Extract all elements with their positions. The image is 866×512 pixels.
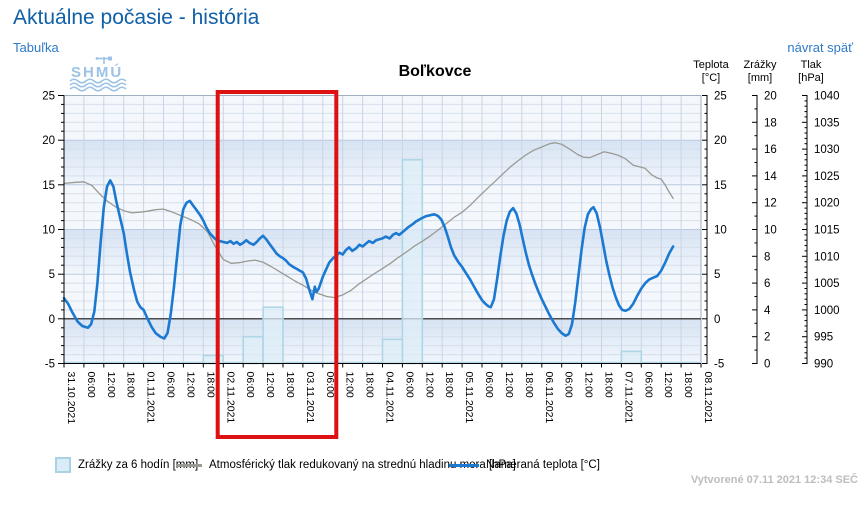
svg-text:1005: 1005: [814, 278, 840, 290]
svg-text:15: 15: [714, 180, 727, 192]
svg-text:25: 25: [714, 91, 727, 103]
svg-text:14: 14: [764, 171, 777, 183]
axis-label: Tlak: [800, 59, 822, 71]
svg-text:06:00: 06:00: [324, 372, 336, 398]
svg-text:06:00: 06:00: [642, 372, 654, 398]
svg-text:06:00: 06:00: [403, 372, 415, 398]
svg-text:0: 0: [49, 314, 55, 326]
svg-text:5: 5: [714, 269, 720, 281]
svg-text:15: 15: [42, 180, 55, 192]
svg-text:06:00: 06:00: [483, 372, 495, 398]
svg-text:10: 10: [714, 225, 727, 237]
svg-text:10: 10: [42, 225, 55, 237]
svg-text:03.11.2021: 03.11.2021: [304, 372, 316, 424]
back-link[interactable]: návrat späť: [787, 40, 853, 55]
svg-text:31.10.2021: 31.10.2021: [65, 372, 77, 425]
svg-text:18:00: 18:00: [204, 372, 216, 398]
svg-text:04.11.2021: 04.11.2021: [384, 372, 396, 424]
svg-text:20: 20: [42, 135, 55, 147]
precipitation-swatch: [55, 457, 71, 473]
svg-text:2: 2: [764, 332, 770, 344]
legend-label: Atmosférický tlak redukovaný na strednú …: [209, 459, 516, 471]
axis-unit: [hPa]: [798, 71, 824, 84]
weather-vane-icon: [95, 56, 112, 64]
svg-text:12: 12: [764, 198, 777, 210]
svg-text:18:00: 18:00: [443, 372, 455, 398]
legend-item-precipitation: Zrážky za 6 hodín [mm]: [55, 457, 198, 473]
axis-label: Zrážky: [743, 59, 777, 71]
svg-text:1030: 1030: [814, 144, 840, 156]
table-link[interactable]: Tabuľka: [13, 40, 59, 55]
svg-text:20: 20: [714, 135, 727, 147]
svg-text:06:00: 06:00: [563, 372, 575, 398]
svg-text:12:00: 12:00: [583, 372, 595, 398]
svg-text:0: 0: [714, 314, 720, 326]
svg-text:12:00: 12:00: [662, 372, 674, 398]
svg-text:12:00: 12:00: [503, 372, 515, 398]
legend-item-pressure: Atmosférický tlak redukovaný na strednú …: [176, 457, 516, 473]
svg-text:06:00: 06:00: [244, 372, 256, 398]
svg-text:08.11.2021: 08.11.2021: [702, 372, 714, 424]
page-title: Aktuálne počasie - história: [13, 6, 260, 29]
axis-header-tlak: Tlak [hPa]: [783, 59, 839, 84]
legend-item-temperature: Nameraná teplota [°C]: [449, 457, 600, 473]
svg-text:0: 0: [764, 359, 770, 371]
svg-text:10: 10: [764, 225, 777, 237]
svg-text:990: 990: [814, 359, 833, 371]
svg-text:18:00: 18:00: [523, 372, 535, 398]
svg-text:07.11.2021: 07.11.2021: [622, 372, 634, 424]
svg-text:12:00: 12:00: [105, 372, 117, 398]
svg-text:12:00: 12:00: [423, 372, 435, 398]
station-title: Boľkovce: [398, 63, 472, 80]
svg-text:6: 6: [764, 278, 770, 290]
svg-text:5: 5: [49, 269, 55, 281]
svg-text:25: 25: [42, 91, 55, 103]
svg-text:01.11.2021: 01.11.2021: [145, 372, 157, 424]
svg-text:18:00: 18:00: [284, 372, 296, 398]
svg-text:1015: 1015: [814, 225, 840, 237]
legend-label: Zrážky za 6 hodín [mm]: [78, 459, 199, 471]
pressure-swatch: [176, 463, 202, 467]
logo-text: SHMÚ: [71, 63, 123, 81]
svg-text:1035: 1035: [814, 117, 840, 129]
svg-text:18:00: 18:00: [125, 372, 137, 398]
svg-text:18:00: 18:00: [364, 372, 376, 398]
svg-text:12:00: 12:00: [184, 372, 196, 398]
svg-text:995: 995: [814, 332, 833, 344]
shmu-logo: SHMÚ: [64, 56, 146, 97]
axis-header-teplota: Teplota [°C]: [683, 59, 739, 84]
svg-text:16: 16: [764, 144, 777, 156]
svg-text:1000: 1000: [814, 305, 840, 317]
svg-text:1020: 1020: [814, 198, 840, 210]
svg-text:4: 4: [764, 305, 771, 317]
svg-text:-5: -5: [714, 359, 724, 371]
svg-text:06:00: 06:00: [85, 372, 97, 398]
svg-text:12:00: 12:00: [344, 372, 356, 398]
svg-text:12:00: 12:00: [264, 372, 276, 398]
svg-text:02.11.2021: 02.11.2021: [224, 372, 236, 424]
waves-icon: [69, 78, 127, 92]
svg-text:-5: -5: [45, 359, 55, 371]
svg-text:06:00: 06:00: [165, 372, 177, 398]
svg-text:1025: 1025: [814, 171, 840, 183]
svg-text:18:00: 18:00: [603, 372, 615, 398]
svg-text:18: 18: [764, 117, 777, 129]
svg-text:1040: 1040: [814, 91, 840, 103]
axis-label: Teplota: [693, 59, 729, 71]
legend-label: Nameraná teplota [°C]: [486, 459, 600, 471]
axis-unit: [mm]: [747, 71, 773, 84]
svg-text:06.11.2021: 06.11.2021: [543, 372, 555, 424]
svg-text:18:00: 18:00: [682, 372, 694, 398]
created-timestamp: Vytvorené 07.11 2021 12:34 SEČ: [690, 474, 858, 486]
svg-text:1010: 1010: [814, 251, 840, 263]
axis-header-zrazky: Zrážky [mm]: [732, 59, 788, 84]
svg-text:20: 20: [764, 91, 777, 103]
temperature-swatch: [449, 463, 479, 467]
svg-text:8: 8: [764, 251, 770, 263]
axis-unit: [°C]: [701, 71, 721, 84]
svg-text:05.11.2021: 05.11.2021: [463, 372, 475, 424]
